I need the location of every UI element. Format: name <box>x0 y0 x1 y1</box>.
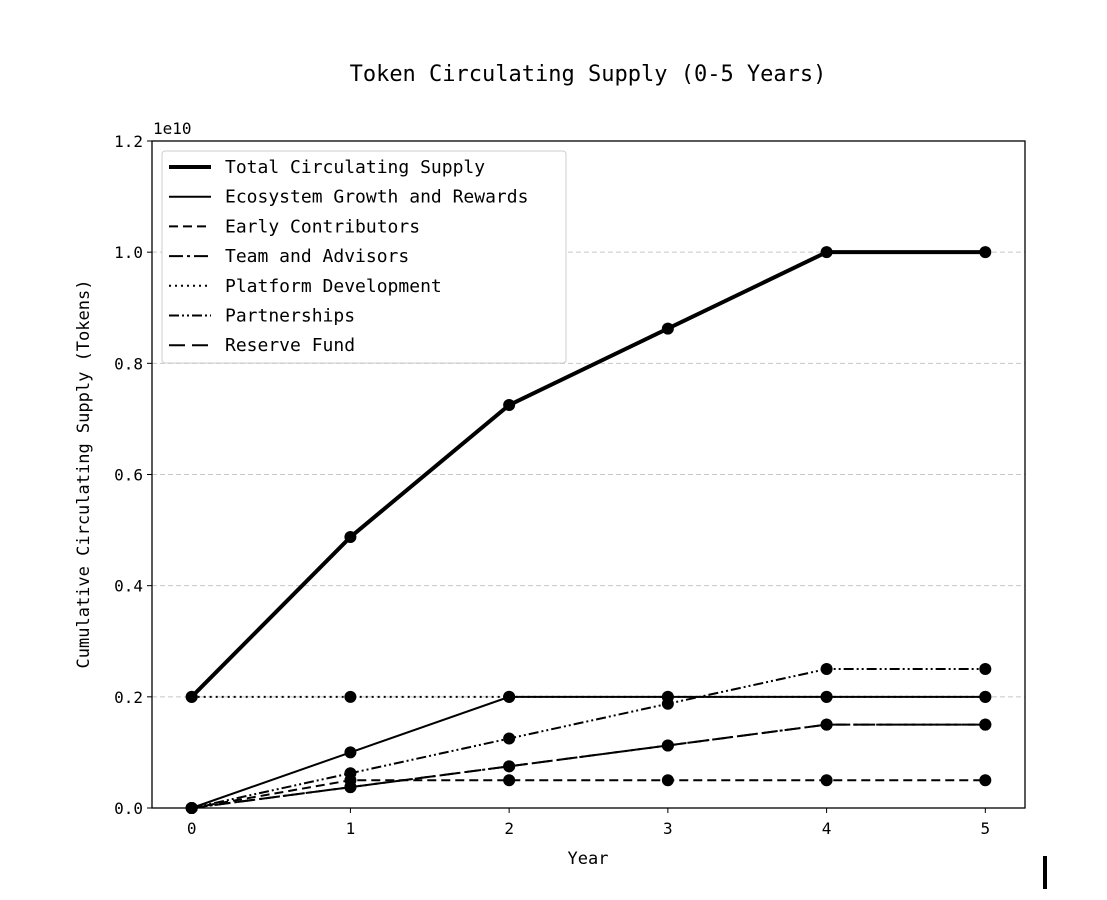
x-axis: 0 1 2 3 4 5 <box>187 808 990 838</box>
chart-title: Token Circulating Supply (0-5 Years) <box>350 62 827 87</box>
data-point <box>820 246 833 259</box>
x-tick-label: 1 <box>346 819 356 838</box>
series-lines <box>185 246 992 814</box>
legend: Total Circulating Supply Ecosystem Growth… <box>161 150 567 364</box>
data-point <box>503 690 516 703</box>
data-point <box>820 718 833 731</box>
data-point <box>503 399 516 412</box>
data-point <box>185 690 198 703</box>
data-point <box>344 531 357 544</box>
data-point <box>820 663 833 676</box>
x-tick-label: 4 <box>822 819 832 838</box>
data-point <box>979 690 992 703</box>
y-tick-label: 0.6 <box>114 466 143 485</box>
data-point <box>979 246 992 259</box>
text-cursor-icon <box>1043 856 1047 889</box>
y-axis-label: Cumulative Circulating Supply (Tokens) <box>74 280 94 669</box>
data-point <box>344 690 357 703</box>
y-tick-label: 1.2 <box>114 132 143 151</box>
data-point <box>503 774 516 787</box>
data-point <box>503 760 516 773</box>
data-point <box>820 690 833 703</box>
data-point <box>344 746 357 759</box>
y-tick-label: 0.2 <box>114 688 143 707</box>
data-point <box>979 663 992 676</box>
series-line <box>191 723 986 809</box>
legend-label: Early Contributors <box>225 216 420 237</box>
data-point <box>661 774 674 787</box>
y-tick-label: 0.8 <box>114 354 143 373</box>
legend-label: Team and Advisors <box>225 246 409 267</box>
data-point <box>344 767 357 780</box>
series-line <box>191 779 986 809</box>
legend-label: Reserve Fund <box>225 335 355 356</box>
series-line <box>191 668 986 809</box>
data-point <box>979 718 992 731</box>
series-line <box>191 695 986 809</box>
y-multiplier-label: 1e10 <box>153 119 192 138</box>
legend-box <box>161 150 567 364</box>
legend-label: Total Circulating Supply <box>225 157 485 178</box>
x-tick-label: 0 <box>187 819 197 838</box>
data-point <box>661 739 674 752</box>
x-tick-label: 2 <box>504 819 514 838</box>
y-tick-label: 0.4 <box>114 577 143 596</box>
data-point <box>344 781 357 794</box>
data-point <box>979 774 992 787</box>
y-tick-label: 0.0 <box>114 799 143 818</box>
series-line <box>190 250 986 699</box>
x-tick-label: 3 <box>663 819 673 838</box>
x-axis-label: Year <box>568 849 609 869</box>
data-point <box>820 774 833 787</box>
x-tick-label: 5 <box>980 819 990 838</box>
legend-label: Partnerships <box>225 306 355 327</box>
data-point <box>503 732 516 745</box>
legend-label: Platform Development <box>225 276 442 297</box>
y-axis: 0.0 0.2 0.4 0.6 0.8 1.0 1.2 <box>114 132 152 818</box>
data-point <box>661 697 674 710</box>
data-point <box>661 322 674 335</box>
y-tick-label: 1.0 <box>114 243 143 262</box>
legend-label: Ecosystem Growth and Rewards <box>225 187 528 208</box>
